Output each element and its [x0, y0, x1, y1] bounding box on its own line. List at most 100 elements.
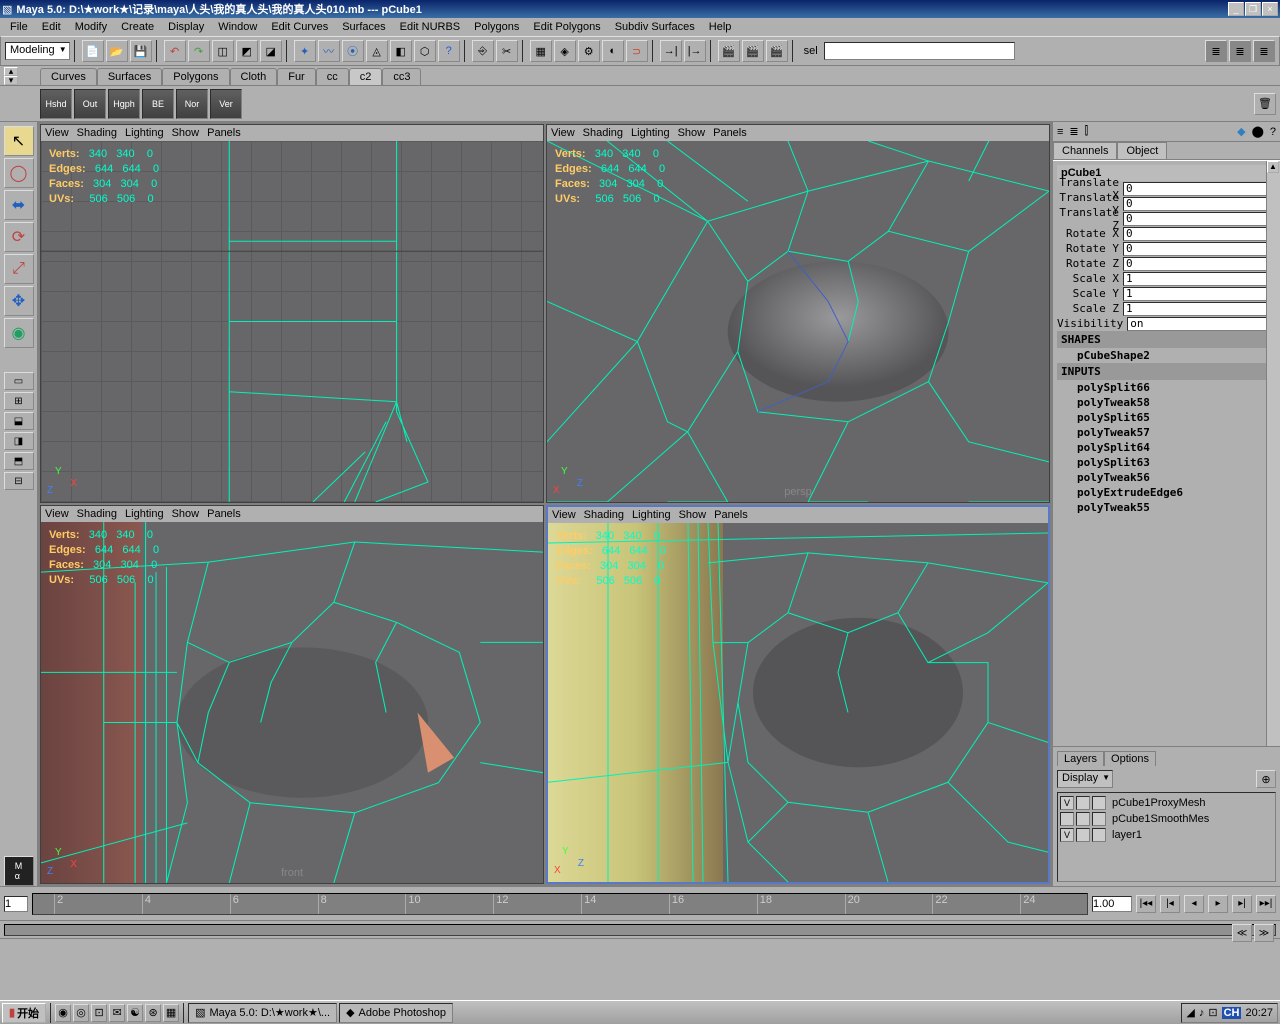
layout-2-button[interactable]: ◨: [4, 432, 34, 450]
snap-view-button[interactable]: ◧: [390, 40, 412, 62]
list-view-icon[interactable]: ≡: [1057, 126, 1063, 138]
viewport-top-right[interactable]: ViewShadingLightingShowPanels Verts: 340…: [546, 124, 1050, 503]
step-back-button[interactable]: |◂: [1160, 895, 1180, 913]
snap-grid-button[interactable]: ✦: [294, 40, 316, 62]
attr-value-field[interactable]: [1123, 212, 1276, 226]
taskbar-task[interactable]: ▧Maya 5.0: D:\★work★\...: [188, 1003, 337, 1023]
sel-obj-button[interactable]: ◪: [260, 40, 282, 62]
attr-value-field[interactable]: [1123, 227, 1276, 241]
channel-icon[interactable]: ◆: [1237, 125, 1245, 138]
object-tab[interactable]: Object: [1117, 142, 1167, 159]
quick-launch-icon[interactable]: ▦: [163, 1004, 179, 1022]
viewport-top-left[interactable]: ViewShadingLightingShowPanels Verts: 340…: [40, 124, 544, 503]
mode-dropdown[interactable]: Modeling: [5, 42, 70, 60]
quick-launch-icon[interactable]: ◎: [73, 1004, 89, 1022]
input-node[interactable]: polyTweak57: [1057, 425, 1276, 440]
magnet-button[interactable]: ⊃: [626, 40, 648, 62]
render-button[interactable]: ▦: [530, 40, 552, 62]
vp-menu-panels[interactable]: Panels: [714, 509, 748, 521]
history-button[interactable]: ⎆: [472, 40, 494, 62]
scale-tool[interactable]: ⤢: [4, 254, 34, 284]
playback-rate-field[interactable]: [1092, 896, 1132, 912]
vp-menu-lighting[interactable]: Lighting: [125, 127, 164, 139]
vp-menu-lighting[interactable]: Lighting: [631, 127, 670, 139]
options-tab[interactable]: Options: [1104, 751, 1156, 766]
snap-point-button[interactable]: ⦿: [342, 40, 364, 62]
vp-menu-panels[interactable]: Panels: [713, 127, 747, 139]
input-op-button[interactable]: →|: [660, 40, 682, 62]
layout-1-button[interactable]: ⬓: [4, 412, 34, 430]
select-tool[interactable]: ↖: [4, 126, 34, 156]
vp-menu-shading[interactable]: Shading: [584, 509, 624, 521]
hypershade-button[interactable]: ◐: [602, 40, 624, 62]
shelf-button-hshd[interactable]: Hshd: [40, 89, 72, 119]
vp-menu-view[interactable]: View: [45, 127, 69, 139]
channels-tab[interactable]: Channels: [1053, 142, 1117, 159]
layer-name[interactable]: layer1: [1108, 829, 1142, 841]
viewport-bottom-right[interactable]: ViewShadingLightingShowPanels Verts: 340…: [546, 505, 1050, 884]
input-conn-button[interactable]: |→: [684, 40, 706, 62]
time-ruler[interactable]: 24681012141618202224: [32, 893, 1088, 915]
layer-name[interactable]: pCube1SmoothMes: [1108, 813, 1209, 825]
go-end-button[interactable]: ▸▸|: [1256, 895, 1276, 913]
attr-label[interactable]: Rotate Z: [1057, 257, 1123, 270]
attr-icon[interactable]: ⬤: [1252, 125, 1264, 138]
viewport-bottom-left[interactable]: ViewShadingLightingShowPanels Verts: 340…: [40, 505, 544, 884]
shelf-tab-cc3[interactable]: cc3: [382, 68, 421, 85]
shelf-button-nor[interactable]: Nor: [176, 89, 208, 119]
layer-vis-toggle[interactable]: V: [1060, 796, 1074, 810]
vp-menu-show[interactable]: Show: [678, 127, 706, 139]
save-scene-button[interactable]: 💾: [130, 40, 152, 62]
vp-menu-panels[interactable]: Panels: [207, 127, 241, 139]
play-back-button[interactable]: ◂: [1184, 895, 1204, 913]
single-view-button[interactable]: ▭: [4, 372, 34, 390]
help-button[interactable]: ?: [438, 40, 460, 62]
range-slider[interactable]: [0, 920, 1280, 938]
movie2-button[interactable]: 🎬: [742, 40, 764, 62]
quick-launch-icon[interactable]: ✉: [109, 1004, 125, 1022]
sel-hier-button[interactable]: ◩: [236, 40, 258, 62]
attr-value-field[interactable]: [1123, 302, 1276, 316]
command-line[interactable]: [0, 938, 1280, 954]
current-frame-field[interactable]: [4, 896, 28, 912]
shelf-down-button[interactable]: ▾: [4, 76, 18, 85]
menu-window[interactable]: Window: [212, 20, 263, 34]
vp-menu-panels[interactable]: Panels: [207, 508, 241, 520]
vp-menu-view[interactable]: View: [552, 509, 576, 521]
input-node[interactable]: polySplit63: [1057, 455, 1276, 470]
vp-menu-lighting[interactable]: Lighting: [125, 508, 164, 520]
attr-label[interactable]: Rotate Y: [1057, 242, 1123, 255]
shelf-tab-cc[interactable]: cc: [316, 68, 349, 85]
menu-edit[interactable]: Edit: [36, 20, 67, 34]
attr-value-field[interactable]: [1123, 197, 1276, 211]
vp-menu-lighting[interactable]: Lighting: [632, 509, 671, 521]
shelf-tab-cloth[interactable]: Cloth: [230, 68, 278, 85]
ipr-button[interactable]: ◈: [554, 40, 576, 62]
taskbar-task[interactable]: ◆Adobe Photoshop: [339, 1003, 453, 1023]
shelf-trash-button[interactable]: 🗑: [1254, 93, 1276, 115]
shelf-toggle-1[interactable]: ≣: [1205, 40, 1227, 62]
sel-by-name-button[interactable]: ◫: [212, 40, 234, 62]
open-scene-button[interactable]: 📂: [106, 40, 128, 62]
input-node[interactable]: polyExtrudeEdge6: [1057, 485, 1276, 500]
render-globals-button[interactable]: ⚙: [578, 40, 600, 62]
layer-type-toggle[interactable]: [1076, 796, 1090, 810]
layout-4-button[interactable]: ⊟: [4, 472, 34, 490]
make-live-button[interactable]: ⬡: [414, 40, 436, 62]
vp-menu-shading[interactable]: Shading: [77, 127, 117, 139]
undo-button[interactable]: ↶: [164, 40, 186, 62]
movie-button[interactable]: 🎬: [718, 40, 740, 62]
shelf-button-be[interactable]: BE: [142, 89, 174, 119]
lasso-tool[interactable]: ◯: [4, 158, 34, 188]
attr-value-field[interactable]: [1123, 272, 1276, 286]
new-scene-button[interactable]: 📄: [82, 40, 104, 62]
input-node[interactable]: polyTweak58: [1057, 395, 1276, 410]
menu-polygons[interactable]: Polygons: [468, 20, 525, 34]
quick-launch-icon[interactable]: ⊡: [91, 1004, 107, 1022]
attr-value-field[interactable]: [1123, 242, 1276, 256]
scrollbar[interactable]: ▲: [1266, 161, 1280, 746]
layer-type-toggle[interactable]: [1076, 812, 1090, 826]
quick-launch-icon[interactable]: ⊛: [145, 1004, 161, 1022]
menu-file[interactable]: File: [4, 20, 34, 34]
layer-type-toggle[interactable]: [1076, 828, 1090, 842]
